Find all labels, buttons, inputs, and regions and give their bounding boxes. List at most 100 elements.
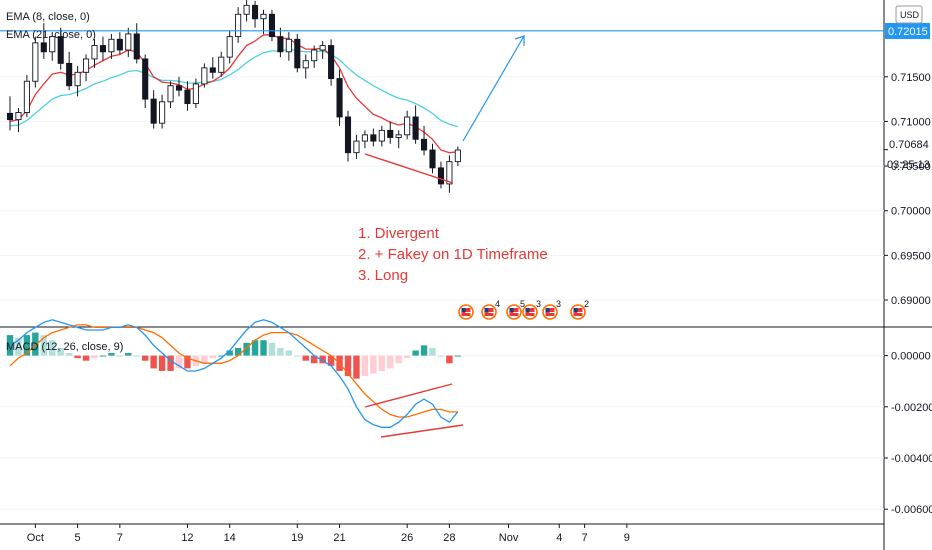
annotation-2[interactable]: 2. + Fakey on 1D Timeframe <box>358 246 548 263</box>
histogram-bar <box>302 355 309 361</box>
candle[interactable] <box>82 54 90 82</box>
candle[interactable] <box>404 110 411 140</box>
histogram-bar <box>209 355 216 359</box>
histogram-divergence-line[interactable] <box>364 383 453 408</box>
candle[interactable] <box>133 23 140 64</box>
candle[interactable] <box>446 155 453 193</box>
candle[interactable] <box>6 96 14 131</box>
histogram-bar <box>370 355 377 374</box>
candle[interactable] <box>370 128 377 147</box>
candle[interactable] <box>319 41 326 59</box>
candle[interactable] <box>429 143 436 174</box>
candle[interactable] <box>32 36 39 88</box>
candle[interactable] <box>412 105 419 144</box>
candle[interactable] <box>285 32 292 61</box>
candle[interactable] <box>142 54 149 109</box>
candle[interactable] <box>421 125 428 156</box>
histogram-bar <box>251 340 259 356</box>
candle[interactable] <box>353 134 360 159</box>
event-flag[interactable]: 3 <box>542 299 561 320</box>
event-flag[interactable]: 3 <box>522 299 541 320</box>
candle[interactable] <box>192 78 199 109</box>
ema8-legend[interactable]: EMA (8, close, 0) <box>6 11 90 23</box>
candle[interactable] <box>294 33 301 73</box>
main-tick-label: 0.69500 <box>891 250 931 262</box>
candle[interactable] <box>167 81 174 109</box>
candle[interactable] <box>184 81 191 111</box>
candle[interactable] <box>49 32 56 61</box>
histogram-bar <box>412 350 419 356</box>
histogram-bar <box>226 350 233 356</box>
histogram-bar <box>32 332 39 356</box>
main-tick-label: 0.71500 <box>891 72 931 84</box>
time-tick-label: 12 <box>181 532 193 544</box>
histogram-bar <box>150 355 157 369</box>
candle[interactable] <box>23 75 30 117</box>
candle[interactable] <box>387 121 394 144</box>
candle[interactable] <box>395 130 402 149</box>
candles <box>6 0 461 193</box>
candle[interactable] <box>108 33 115 59</box>
candle[interactable] <box>344 110 352 162</box>
event-flag[interactable]: 2 <box>570 299 589 320</box>
histogram-bar <box>99 355 107 357</box>
candle[interactable] <box>328 39 335 86</box>
candle[interactable] <box>91 39 98 68</box>
event-flag[interactable] <box>458 304 474 320</box>
candle[interactable] <box>125 27 132 58</box>
candle[interactable] <box>201 63 208 88</box>
candle[interactable] <box>116 32 123 55</box>
event-flags: 4 5 3 3 2 <box>458 299 589 320</box>
candle[interactable] <box>260 9 267 34</box>
signal-path <box>9 324 458 418</box>
macd-legend[interactable]: MACD (12, 26, close, 9) <box>6 341 123 353</box>
candle[interactable] <box>268 9 276 42</box>
ema21-path <box>9 48 458 128</box>
time-tick-label: 5 <box>75 532 81 544</box>
event-flag[interactable]: 4 <box>481 299 500 320</box>
candle[interactable] <box>437 161 445 189</box>
ema21-legend[interactable]: EMA (21, close, 0) <box>6 29 96 41</box>
histogram-bar <box>108 353 115 356</box>
candle[interactable] <box>277 27 284 58</box>
histogram-bar <box>268 342 276 356</box>
macd-divergence-line[interactable] <box>380 424 464 438</box>
candle[interactable] <box>218 51 225 77</box>
candle[interactable] <box>454 146 461 167</box>
histogram-bar <box>234 347 242 356</box>
candle[interactable] <box>361 130 368 149</box>
currency-button[interactable]: USD <box>895 5 923 24</box>
candle[interactable] <box>159 94 166 129</box>
candle[interactable] <box>99 36 106 61</box>
histogram-bar <box>454 355 462 357</box>
candle[interactable] <box>311 45 318 68</box>
candle[interactable] <box>235 7 242 43</box>
candle[interactable] <box>251 0 259 28</box>
candle[interactable] <box>150 90 157 129</box>
candle[interactable] <box>74 66 81 97</box>
candle[interactable] <box>209 57 216 79</box>
histogram-bar <box>57 347 64 356</box>
candle[interactable] <box>302 54 309 79</box>
candle[interactable] <box>57 27 64 70</box>
candle[interactable] <box>336 69 343 126</box>
candle[interactable] <box>226 30 233 64</box>
histogram-bar <box>201 355 208 364</box>
candle[interactable] <box>378 125 385 147</box>
event-flag[interactable]: 5 <box>506 299 525 320</box>
time-tick-label: 9 <box>624 532 630 544</box>
candle[interactable] <box>15 108 22 133</box>
annotation-3[interactable]: 3. Long <box>358 267 408 284</box>
histogram-bar <box>142 355 149 361</box>
event-flag-count: 3 <box>556 299 561 309</box>
candle[interactable] <box>66 51 73 91</box>
price-divergence-line[interactable] <box>364 153 454 184</box>
projection-arrow[interactable] <box>462 35 525 142</box>
candle[interactable] <box>175 76 183 97</box>
candle[interactable] <box>40 23 47 59</box>
macd-tick-label: -0.00600 <box>891 504 932 516</box>
annotation-1[interactable]: 1. Divergent <box>358 225 440 242</box>
histogram-bar <box>387 355 394 369</box>
candle[interactable] <box>243 0 250 22</box>
